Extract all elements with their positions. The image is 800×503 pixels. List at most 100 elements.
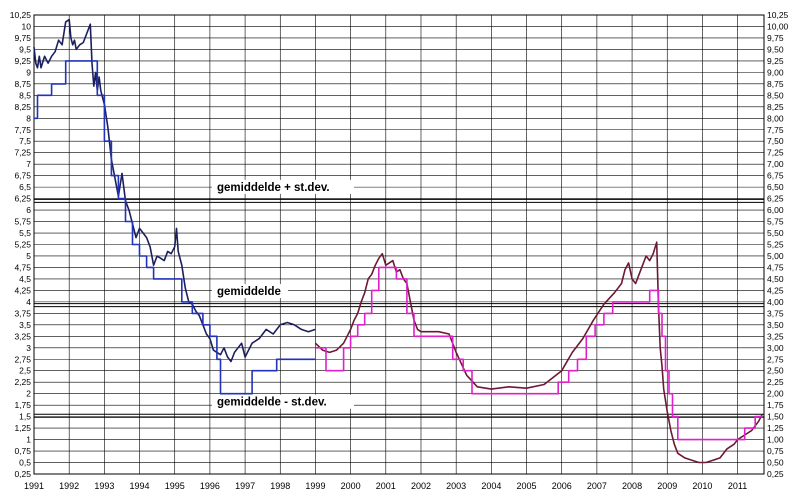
y-tick-label-left: 4 bbox=[26, 297, 31, 307]
series-line-market-rate-1 bbox=[33, 18, 316, 363]
x-tick-label: 1996 bbox=[200, 481, 220, 491]
x-tick-label: 1995 bbox=[165, 481, 185, 491]
y-tick-label-right: 3,25 bbox=[767, 331, 784, 341]
y-tick-label-right: 2,75 bbox=[767, 354, 784, 364]
x-tick-label: 2010 bbox=[692, 481, 712, 491]
reference-lines: gemiddelde + st.dev. gemiddelde gemiddelde… bbox=[34, 179, 764, 418]
y-tick-label-left: 9,25 bbox=[14, 56, 31, 66]
x-tick-label: 1993 bbox=[94, 481, 114, 491]
y-tick-label-left: 3 bbox=[26, 343, 31, 353]
y-tick-label-right: 3,50 bbox=[767, 320, 784, 330]
y-tick-label-right: 7,75 bbox=[767, 125, 784, 135]
series-layer bbox=[33, 18, 763, 464]
y-tick-label-left: 6,25 bbox=[14, 194, 31, 204]
y-tick-label-right: 5,25 bbox=[767, 240, 784, 250]
y-tick-label-left: 1 bbox=[26, 435, 31, 445]
x-tick-label: 2004 bbox=[481, 481, 501, 491]
y-tick-label-right: 8,25 bbox=[767, 102, 784, 112]
x-tick-label: 2008 bbox=[622, 481, 642, 491]
y-tick-label-left: 5,25 bbox=[14, 240, 31, 250]
y-tick-label-right: 6,00 bbox=[767, 205, 784, 215]
x-tick-label: 2009 bbox=[657, 481, 677, 491]
x-tick-label: 1997 bbox=[235, 481, 255, 491]
x-tick-label: 1998 bbox=[270, 481, 290, 491]
y-tick-label-left: 1,75 bbox=[14, 400, 31, 410]
y-tick-label-right: 5,00 bbox=[767, 251, 784, 261]
y-tick-label-left: 9,5 bbox=[19, 44, 31, 54]
y-tick-label-right: 5,50 bbox=[767, 228, 784, 238]
x-tick-label: 2002 bbox=[411, 481, 431, 491]
y-tick-label-left: 4,5 bbox=[19, 274, 31, 284]
y-tick-label-right: 7,50 bbox=[767, 136, 784, 146]
y-tick-label-right: 7,00 bbox=[767, 159, 784, 169]
axis-layer: 0,25 0,250,5 0,500,75 0,751 1,001,25 1,251,5 1… bbox=[10, 10, 789, 491]
y-tick-label-left: 8,75 bbox=[14, 79, 31, 89]
y-tick-label-left: 5,5 bbox=[19, 228, 31, 238]
y-tick-label-left: 10,25 bbox=[10, 10, 32, 20]
y-tick-label-right: 0,75 bbox=[767, 446, 784, 456]
y-tick-label-right: 5,75 bbox=[767, 217, 784, 227]
y-tick-label-left: 4,75 bbox=[14, 262, 31, 272]
reference-label: gemiddelde bbox=[217, 286, 281, 298]
y-tick-label-right: 0,50 bbox=[767, 458, 784, 468]
y-tick-label-left: 3,75 bbox=[14, 308, 31, 318]
y-tick-label-right: 4,00 bbox=[767, 297, 784, 307]
y-tick-label-left: 3,25 bbox=[14, 331, 31, 341]
y-tick-label-left: 4,25 bbox=[14, 285, 31, 295]
reference-label: gemiddelde + st.dev. bbox=[217, 182, 330, 194]
y-tick-label-left: 1,5 bbox=[19, 412, 31, 422]
y-tick-label-right: 4,75 bbox=[767, 262, 784, 272]
y-tick-label-right: 1,50 bbox=[767, 412, 784, 422]
y-tick-label-right: 6,50 bbox=[767, 182, 784, 192]
y-tick-label-right: 2,00 bbox=[767, 389, 784, 399]
y-tick-label-left: 3,5 bbox=[19, 320, 31, 330]
y-tick-label-left: 0,5 bbox=[19, 458, 31, 468]
y-tick-label-right: 4,25 bbox=[767, 285, 784, 295]
grid-layer bbox=[33, 14, 765, 475]
x-tick-label: 2003 bbox=[446, 481, 466, 491]
x-tick-label: 2000 bbox=[341, 481, 361, 491]
x-tick-label: 2006 bbox=[552, 481, 572, 491]
y-tick-label-left: 2,5 bbox=[19, 366, 31, 376]
reference-label-bg bbox=[212, 284, 288, 299]
y-tick-label-right: 7,25 bbox=[767, 148, 784, 158]
x-tick-label: 2011 bbox=[728, 481, 747, 491]
y-tick-label-left: 7,75 bbox=[14, 125, 31, 135]
y-tick-label-left: 6 bbox=[26, 205, 31, 215]
y-tick-label-left: 8,25 bbox=[14, 102, 31, 112]
y-tick-label-left: 5,75 bbox=[14, 217, 31, 227]
y-tick-label-left: 8,5 bbox=[19, 90, 31, 100]
y-tick-label-left: 9 bbox=[26, 67, 31, 77]
y-tick-label-left: 0,25 bbox=[14, 469, 31, 479]
x-tick-label: 1992 bbox=[59, 481, 79, 491]
y-tick-label-right: 1,25 bbox=[767, 423, 784, 433]
y-tick-label-right: 8,00 bbox=[767, 113, 784, 123]
y-tick-label-left: 1,25 bbox=[14, 423, 31, 433]
y-tick-label-left: 9,75 bbox=[14, 33, 31, 43]
reference-label-bg bbox=[212, 394, 354, 409]
y-tick-label-right: 1,75 bbox=[767, 400, 784, 410]
x-tick-label: 2001 bbox=[376, 481, 396, 491]
y-tick-label-left: 6,75 bbox=[14, 171, 31, 181]
y-tick-label-right: 1,00 bbox=[767, 435, 784, 445]
y-tick-label-left: 2,75 bbox=[14, 354, 31, 364]
x-tick-label: 2007 bbox=[587, 481, 607, 491]
y-tick-label-right: 2,50 bbox=[767, 366, 784, 376]
y-tick-label-right: 0,25 bbox=[767, 469, 784, 479]
y-tick-label-right: 8,75 bbox=[767, 79, 784, 89]
y-tick-label-right: 9,75 bbox=[767, 33, 784, 43]
reference-label-bg bbox=[212, 179, 354, 194]
y-tick-label-left: 10 bbox=[22, 21, 32, 31]
x-tick-label: 1999 bbox=[305, 481, 325, 491]
y-tick-label-right: 8,50 bbox=[767, 90, 784, 100]
y-tick-label-left: 7,25 bbox=[14, 148, 31, 158]
y-tick-label-right: 2,25 bbox=[767, 377, 784, 387]
y-tick-label-right: 3,75 bbox=[767, 308, 784, 318]
y-tick-label-right: 9,00 bbox=[767, 67, 784, 77]
y-tick-label-right: 9,50 bbox=[767, 44, 784, 54]
y-tick-label-left: 0,75 bbox=[14, 446, 31, 456]
y-tick-label-right: 10,00 bbox=[767, 21, 789, 31]
y-tick-label-right: 9,25 bbox=[767, 56, 784, 66]
